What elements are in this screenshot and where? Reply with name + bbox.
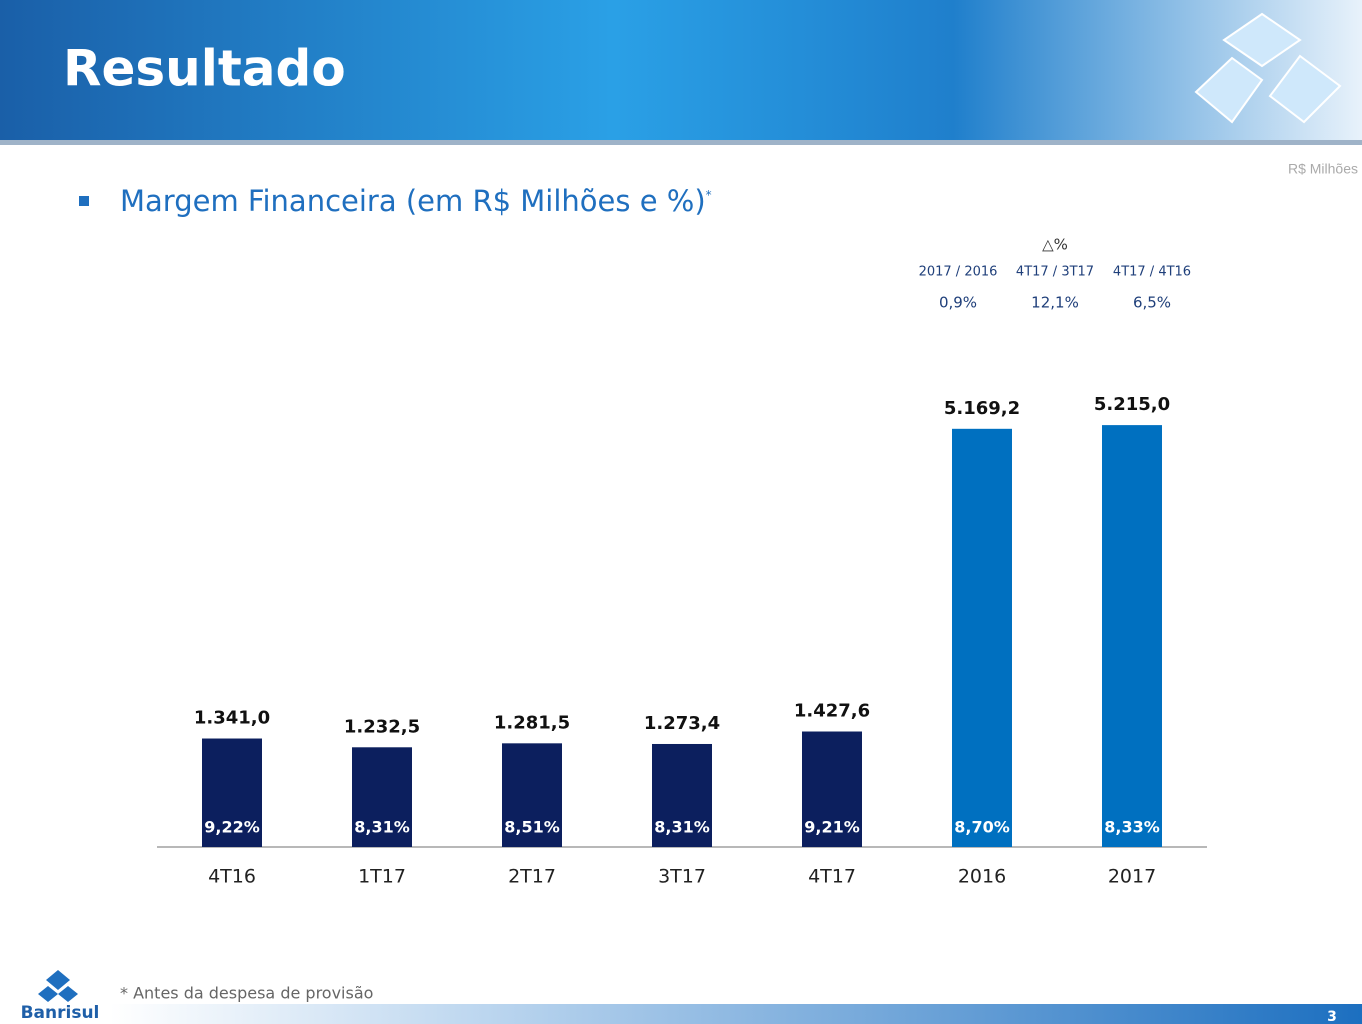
x-tick-label: 2017 xyxy=(1108,866,1156,888)
bullet xyxy=(79,196,89,206)
variation-value: 6,5% xyxy=(1133,294,1171,312)
footer-band xyxy=(110,1004,1362,1024)
slide-title: Resultado xyxy=(63,40,346,98)
x-tick-label: 2T17 xyxy=(508,866,556,888)
bar xyxy=(1102,425,1162,847)
chart-title: Margem Financeira (em R$ Milhões e %)* xyxy=(120,184,712,218)
page-number: 3 xyxy=(1327,1009,1337,1024)
variation-value: 12,1% xyxy=(1031,294,1079,312)
bar xyxy=(202,738,262,847)
variation-column: 4T17 / 4T16 xyxy=(1113,265,1191,280)
value-label: 1.341,0 xyxy=(194,708,270,729)
header-banner xyxy=(0,0,1362,142)
margin-label: 8,31% xyxy=(354,818,410,837)
bar xyxy=(802,731,862,847)
variation-header: △% xyxy=(1042,236,1068,254)
margin-label: 8,31% xyxy=(654,818,710,837)
bar xyxy=(652,743,712,847)
value-label: 5.169,2 xyxy=(944,398,1020,419)
value-label: 1.281,5 xyxy=(494,712,570,733)
bar xyxy=(352,747,412,847)
value-label: 5.215,0 xyxy=(1094,394,1170,415)
header-logo xyxy=(1194,12,1342,124)
variation-column: 4T17 / 3T17 xyxy=(1016,265,1094,280)
margin-label: 9,21% xyxy=(804,818,860,837)
margin-label: 8,51% xyxy=(504,818,560,837)
margin-label: 8,33% xyxy=(1104,818,1160,837)
x-tick-label: 4T16 xyxy=(208,866,256,888)
variation-column: 2017 / 2016 xyxy=(919,265,998,280)
x-tick-label: 4T17 xyxy=(808,866,856,888)
footer-logo xyxy=(38,970,78,1002)
title-marker: * xyxy=(706,188,712,202)
footer-logo-text: Banrisul xyxy=(21,1003,100,1023)
margin-label: 8,70% xyxy=(954,818,1010,837)
margin-label: 9,22% xyxy=(204,818,260,837)
value-label: 1.232,5 xyxy=(344,716,420,737)
bar xyxy=(952,428,1012,847)
x-tick-label: 1T17 xyxy=(358,866,406,888)
footnote: * Antes da despesa de provisão xyxy=(120,984,373,1003)
value-label: 1.273,4 xyxy=(644,713,720,734)
bar xyxy=(502,743,562,847)
unit-label: R$ Milhões xyxy=(1288,161,1358,177)
x-tick-label: 3T17 xyxy=(658,866,706,888)
header-shadow xyxy=(0,140,1362,145)
chart-title-text: Margem Financeira (em R$ Milhões e %) xyxy=(120,184,706,218)
x-tick-label: 2016 xyxy=(958,866,1006,888)
value-label: 1.427,6 xyxy=(794,701,870,722)
variation-value: 0,9% xyxy=(939,294,977,312)
